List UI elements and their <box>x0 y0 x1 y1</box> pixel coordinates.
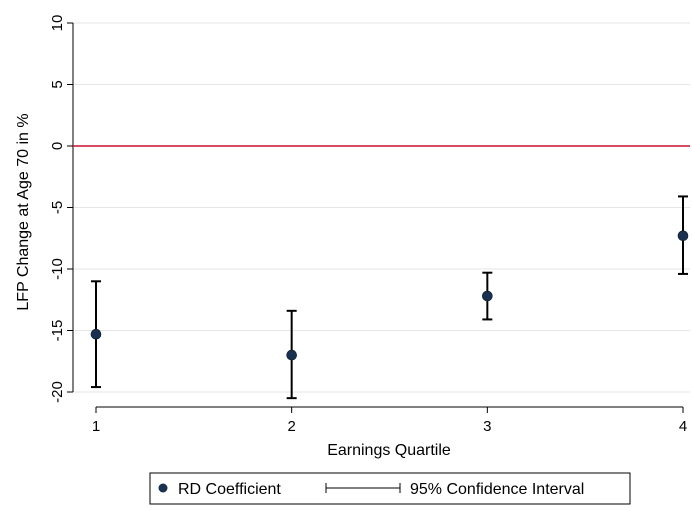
x-tick-label: 2 <box>287 418 295 435</box>
confidence-intervals <box>91 195 688 400</box>
y-tick-label: -15 <box>49 320 66 342</box>
x-axis-label: Earnings Quartile <box>327 442 451 459</box>
legend: RD Coefficient 95% Confidence Interval <box>149 472 631 505</box>
coefficient-point <box>482 290 493 302</box>
coefficient-point <box>90 328 102 340</box>
coefficient-points <box>90 230 689 361</box>
legend-marker-coefficient <box>158 483 168 493</box>
grid-lines <box>73 22 690 393</box>
legend-label-interval: 95% Confidence Interval <box>410 481 584 498</box>
legend-label-coefficient: RD Coefficient <box>178 481 281 498</box>
y-tick-label: 10 <box>49 15 66 32</box>
coefficient-point <box>677 230 689 242</box>
x-tick-label: 3 <box>483 418 491 435</box>
y-tick-label: 5 <box>49 80 66 88</box>
x-tick-label: 1 <box>92 418 100 435</box>
axes: 10 5 0 -5 -10 -15 -20 1 2 3 4 <box>49 15 687 435</box>
y-tick-label: -5 <box>49 201 66 214</box>
x-tick-label: 4 <box>679 418 687 435</box>
y-tick-label: 0 <box>49 142 66 150</box>
coefficient-point <box>286 349 297 361</box>
y-axis-label: LFP Change at Age 70 in % <box>15 113 32 310</box>
y-tick-label: -20 <box>49 381 66 403</box>
y-tick-label: -10 <box>49 258 66 280</box>
